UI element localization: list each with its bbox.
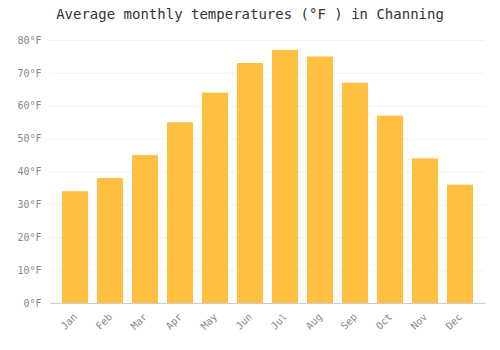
svg-text:Sep: Sep: [339, 311, 360, 332]
html-text:Average monthly temperatures (: Average monthly temperatures (°F ) in Ch…: [56, 6, 444, 22]
svg-text:30°F: 30°F: [17, 199, 41, 210]
svg-text:70°F: 70°F: [17, 68, 41, 79]
svg-text:50°F: 50°F: [17, 133, 41, 144]
svg-text:20°F: 20°F: [17, 232, 41, 243]
svg-text:0°F: 0°F: [23, 298, 41, 309]
svg-text:Jul: Jul: [269, 311, 290, 332]
svg-text:10°F: 10°F: [17, 265, 41, 276]
svg-text:Oct: Oct: [374, 311, 395, 332]
svg-text:80°F: 80°F: [17, 35, 41, 46]
svg-text:40°F: 40°F: [17, 166, 41, 177]
svg-text:60°F: 60°F: [17, 100, 41, 111]
svg-text:Apr: Apr: [164, 311, 185, 332]
svg-text:May: May: [199, 311, 220, 332]
svg-text:Jan: Jan: [59, 311, 80, 332]
svg-text:Mar: Mar: [129, 311, 150, 332]
svg-text:Nov: Nov: [409, 311, 430, 332]
svg-text:Jun: Jun: [234, 311, 255, 332]
svg-text:Dec: Dec: [444, 311, 465, 332]
svg-text:Feb: Feb: [94, 311, 115, 332]
svg-text:Aug: Aug: [304, 311, 325, 332]
